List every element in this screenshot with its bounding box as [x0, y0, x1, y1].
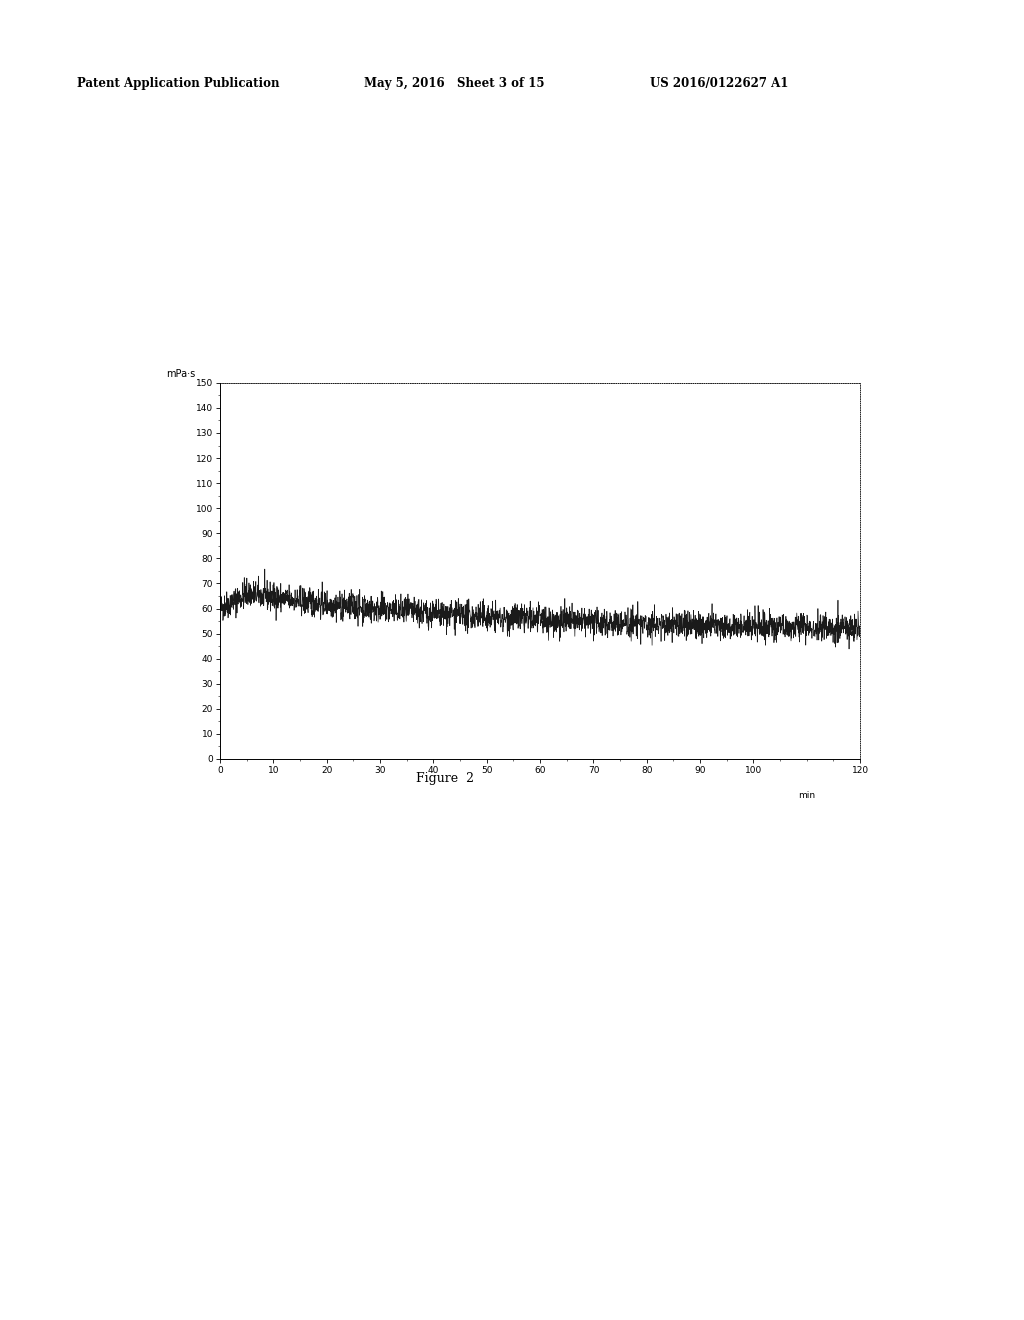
Text: min: min [799, 791, 815, 800]
Text: US 2016/0122627 A1: US 2016/0122627 A1 [650, 77, 788, 90]
Text: mPa·s: mPa·s [166, 370, 195, 379]
Text: Patent Application Publication: Patent Application Publication [77, 77, 280, 90]
Text: Figure  2: Figure 2 [417, 772, 474, 785]
Text: May 5, 2016   Sheet 3 of 15: May 5, 2016 Sheet 3 of 15 [364, 77, 544, 90]
